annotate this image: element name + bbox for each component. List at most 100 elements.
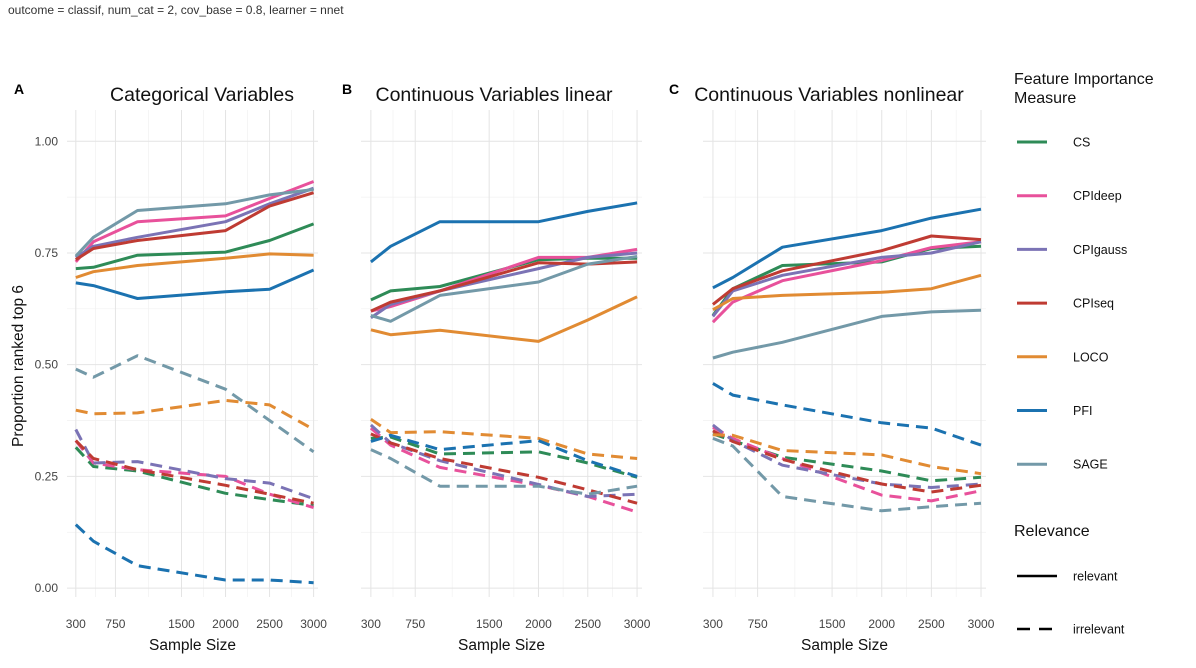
line-cs-irrelevant: [74, 446, 314, 507]
x-tick-label: 300: [66, 617, 86, 631]
legend-title-measure: Feature Importance Measure: [1014, 71, 1154, 107]
line-loco-irrelevant: [712, 433, 982, 476]
x-tick-label: 300: [361, 617, 381, 631]
x-axis-label: Sample Size: [458, 637, 545, 654]
x-tick-label: 2500: [574, 617, 601, 631]
line-pfi-irrelevant: [370, 433, 638, 478]
panels: 300 750 1500 2000 2500 3000 0.00 0.25 0.50 0.75 1.…: [14, 81, 995, 654]
panel-b: 300 750 1500 2000 2500 3000 B Continuous Variab…: [342, 81, 651, 654]
y-axis-label: Proportion ranked top 6: [10, 285, 27, 447]
x-tick-label: 1500: [476, 617, 503, 631]
line-pfi-relevant: [712, 207, 982, 290]
line-cpiseq-relevant: [711, 234, 982, 306]
x-tick-label: 2500: [256, 617, 283, 631]
line-cs-irrelevant: [370, 435, 638, 479]
line-cpigauss-relevant: [711, 240, 982, 318]
line-cpiseq-relevant: [74, 191, 315, 261]
legend-item-cpideep: CPIdeep: [1017, 189, 1122, 203]
line-cs-irrelevant: [712, 432, 982, 483]
legend-label: LOCO: [1073, 350, 1109, 364]
gridlines: [361, 110, 642, 597]
x-tick-label: 1500: [168, 617, 195, 631]
legend-label: CS: [1073, 136, 1090, 150]
y-tick-label: 0.25: [35, 469, 59, 483]
legend-item-pfi: PFI: [1017, 404, 1092, 418]
x-axis-label: Sample Size: [801, 637, 888, 654]
panel-title: Continuous Variables linear: [375, 84, 613, 106]
x-tick-label: 750: [105, 617, 125, 631]
legend-item-irrelevant: irrelevant: [1017, 623, 1125, 637]
x-tick-label: 2000: [212, 617, 239, 631]
line-cpideep-relevant: [74, 180, 315, 263]
legend-item-sage: SAGE: [1017, 458, 1108, 472]
y-tick-label: 1.00: [35, 134, 59, 148]
series-lines: [369, 201, 638, 514]
x-tick-label: 2000: [868, 617, 895, 631]
line-cpideep-irrelevant: [369, 426, 638, 514]
panel-letter: B: [342, 81, 352, 97]
line-loco-irrelevant: [75, 398, 315, 431]
line-pfi-relevant: [369, 201, 638, 264]
line-sage-relevant: [74, 188, 314, 258]
x-tick-label: 300: [703, 617, 723, 631]
legend-item-cpigauss: CPIgauss: [1017, 243, 1127, 257]
legend-label: relevant: [1073, 570, 1118, 584]
x-tick-label: 2500: [918, 617, 945, 631]
panel-title: Categorical Variables: [110, 84, 294, 106]
x-tick-label: 3000: [624, 617, 651, 631]
line-cpigauss-relevant: [74, 186, 315, 259]
legend-item-loco: LOCO: [1017, 350, 1109, 364]
legend-relevance-entries: relevant irrelevant: [1017, 570, 1125, 637]
gridlines: [703, 110, 986, 597]
line-sage-irrelevant: [75, 354, 315, 454]
line-cpiseq-irrelevant: [712, 429, 982, 494]
line-pfi-irrelevant: [74, 523, 314, 585]
y-tick-label: 0.00: [35, 581, 59, 595]
line-loco-relevant: [370, 295, 638, 343]
line-loco-relevant: [712, 273, 982, 312]
line-cpigauss-irrelevant: [711, 423, 982, 489]
line-cpideep-relevant: [711, 240, 982, 324]
x-tick-label: 3000: [300, 617, 327, 631]
line-cpigauss-irrelevant: [369, 423, 638, 498]
x-tick-label: 1500: [819, 617, 846, 631]
x-axis-label: Sample Size: [149, 637, 236, 654]
line-sage-irrelevant: [712, 436, 982, 513]
legend-item-cs: CS: [1017, 136, 1090, 150]
legend-label: CPIseq: [1073, 297, 1114, 311]
legend-item-cpiseq: CPIseq: [1017, 297, 1114, 311]
panel-title: Continuous Variables nonlinear: [694, 84, 964, 106]
panel-letter: A: [14, 81, 24, 97]
legend-label: CPIgauss: [1073, 243, 1127, 257]
figure-caption: outcome = classif, num_cat = 2, cov_base…: [8, 3, 344, 17]
y-tick-label: 0.50: [35, 358, 59, 372]
line-sage-irrelevant: [370, 448, 638, 496]
panel-letter: C: [669, 81, 679, 97]
line-sage-relevant: [370, 255, 638, 323]
line-loco-relevant: [75, 252, 314, 279]
panel-a: 300 750 1500 2000 2500 3000 0.00 0.25 0.50 0.75 1.…: [14, 81, 327, 654]
x-tick-label: 3000: [968, 617, 995, 631]
line-loco-irrelevant: [370, 417, 638, 460]
x-tick-label: 750: [748, 617, 768, 631]
panel-c: 300 750 1500 2000 2500 3000 C Continuous Variab…: [669, 81, 995, 654]
legend-label: SAGE: [1073, 458, 1108, 472]
legend-title-relevance: Relevance: [1014, 523, 1090, 540]
x-tick-label: 2000: [525, 617, 552, 631]
line-cs-relevant: [75, 222, 315, 271]
series-lines: [711, 207, 982, 513]
y-tick-label: 0.75: [35, 246, 59, 260]
legend: Feature Importance Measure CS CPIdeep CPIga…: [1014, 71, 1154, 637]
line-pfi-relevant: [75, 268, 315, 300]
line-sage-relevant: [712, 308, 982, 360]
legend-label: PFI: [1073, 404, 1092, 418]
legend-item-relevant: relevant: [1017, 570, 1118, 584]
legend-measure-entries: CS CPIdeep CPIgauss CPIseq LOCO PFI SAGE: [1017, 136, 1127, 472]
x-tick-label: 750: [405, 617, 425, 631]
legend-label: CPIdeep: [1073, 189, 1122, 203]
legend-label: irrelevant: [1073, 623, 1125, 637]
line-pfi-irrelevant: [712, 382, 982, 447]
